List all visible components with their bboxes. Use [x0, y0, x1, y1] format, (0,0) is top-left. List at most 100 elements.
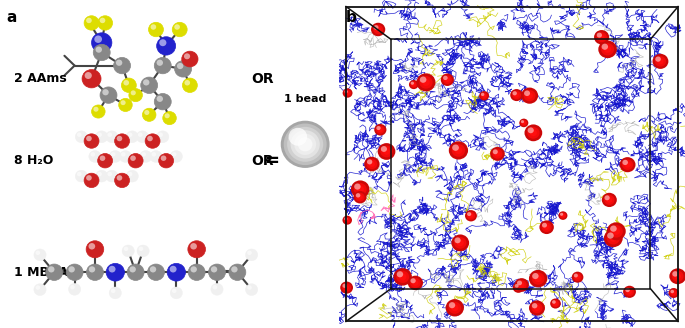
Text: OR: OR	[251, 154, 273, 168]
Circle shape	[514, 284, 519, 288]
Circle shape	[84, 16, 99, 30]
Circle shape	[408, 276, 423, 290]
Circle shape	[128, 172, 132, 176]
Circle shape	[93, 44, 110, 61]
Circle shape	[610, 225, 623, 237]
Circle shape	[451, 235, 469, 251]
Circle shape	[519, 119, 528, 127]
Circle shape	[77, 172, 82, 176]
Circle shape	[247, 285, 252, 290]
Circle shape	[670, 290, 677, 297]
Circle shape	[96, 170, 108, 182]
Circle shape	[131, 90, 136, 95]
Circle shape	[157, 131, 169, 143]
Circle shape	[46, 264, 63, 280]
Circle shape	[159, 154, 173, 168]
Circle shape	[151, 24, 156, 30]
Circle shape	[116, 136, 123, 141]
Circle shape	[601, 44, 608, 50]
Circle shape	[356, 186, 364, 193]
Circle shape	[105, 131, 118, 143]
Circle shape	[86, 175, 92, 181]
Circle shape	[672, 291, 676, 295]
Circle shape	[346, 91, 349, 95]
Circle shape	[212, 285, 217, 290]
Circle shape	[129, 266, 136, 273]
Circle shape	[48, 266, 55, 273]
Circle shape	[70, 285, 75, 290]
Circle shape	[140, 151, 152, 162]
Circle shape	[516, 285, 521, 290]
Circle shape	[619, 157, 636, 172]
Circle shape	[375, 27, 381, 32]
Circle shape	[190, 266, 197, 273]
Circle shape	[105, 170, 118, 182]
Circle shape	[597, 32, 607, 42]
Circle shape	[672, 271, 684, 282]
Circle shape	[121, 152, 125, 157]
Circle shape	[138, 247, 143, 251]
Circle shape	[158, 133, 163, 137]
Circle shape	[100, 18, 105, 23]
Circle shape	[247, 251, 252, 255]
Circle shape	[449, 141, 468, 159]
Circle shape	[34, 249, 46, 261]
Circle shape	[558, 211, 567, 220]
Circle shape	[75, 131, 88, 143]
Circle shape	[86, 136, 92, 141]
Circle shape	[88, 243, 95, 250]
Circle shape	[510, 89, 523, 101]
Circle shape	[573, 273, 582, 281]
Circle shape	[184, 53, 190, 59]
Circle shape	[623, 286, 636, 298]
Circle shape	[143, 79, 149, 86]
Circle shape	[607, 232, 620, 244]
Circle shape	[141, 152, 146, 157]
Circle shape	[553, 301, 558, 306]
Circle shape	[514, 284, 523, 291]
Circle shape	[147, 264, 164, 280]
Circle shape	[601, 43, 614, 55]
Circle shape	[116, 175, 123, 181]
Circle shape	[495, 151, 501, 157]
Circle shape	[623, 160, 628, 165]
Circle shape	[170, 266, 177, 273]
Circle shape	[174, 24, 180, 30]
Circle shape	[597, 32, 602, 38]
Circle shape	[449, 302, 461, 314]
Circle shape	[371, 23, 385, 36]
Circle shape	[625, 288, 634, 296]
Circle shape	[97, 172, 102, 176]
Circle shape	[512, 282, 524, 293]
Circle shape	[114, 134, 129, 148]
Circle shape	[344, 217, 351, 223]
Circle shape	[410, 278, 421, 288]
Circle shape	[109, 287, 121, 299]
Circle shape	[532, 273, 545, 285]
Circle shape	[376, 126, 384, 134]
Circle shape	[95, 47, 102, 53]
Circle shape	[455, 147, 462, 154]
Circle shape	[525, 124, 543, 141]
Circle shape	[532, 303, 538, 308]
Circle shape	[410, 82, 414, 85]
Circle shape	[532, 303, 543, 313]
Circle shape	[140, 77, 158, 93]
Circle shape	[84, 173, 99, 188]
Circle shape	[465, 210, 477, 221]
Circle shape	[466, 212, 475, 220]
Circle shape	[175, 61, 192, 77]
Circle shape	[172, 22, 187, 37]
Circle shape	[149, 22, 164, 37]
Circle shape	[378, 128, 383, 132]
Circle shape	[345, 218, 349, 222]
Circle shape	[542, 222, 551, 232]
Circle shape	[446, 299, 464, 317]
Circle shape	[154, 57, 171, 74]
Circle shape	[445, 77, 450, 82]
Circle shape	[340, 281, 353, 294]
Circle shape	[479, 91, 489, 100]
Circle shape	[529, 270, 547, 287]
Text: b: b	[346, 10, 357, 25]
Text: 1 MBAA: 1 MBAA	[14, 266, 68, 279]
